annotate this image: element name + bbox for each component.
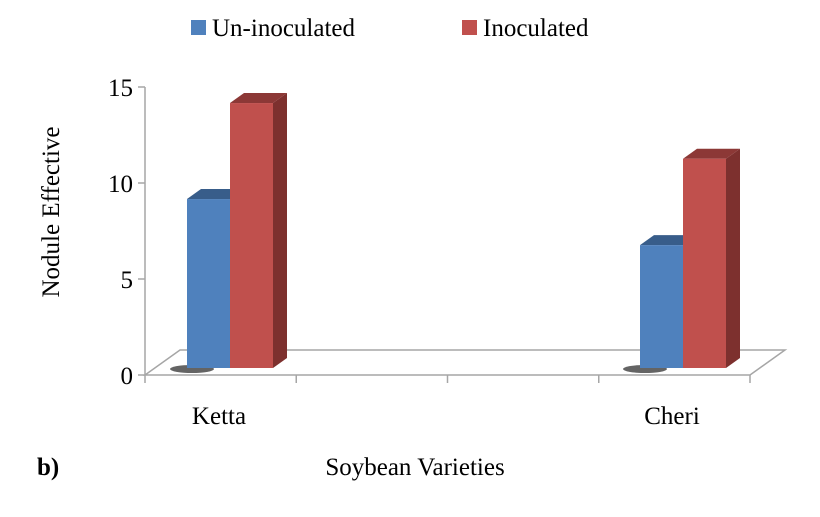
legend-swatch [191,20,206,35]
y-tick-label: 0 [121,363,134,390]
bar-top [640,235,697,246]
bar-top [187,189,244,200]
y-axis-label: Nodule Effective [38,127,65,298]
y-tick-label: 15 [108,75,133,102]
bar-un-inoculated-ketta [187,199,230,368]
y-tick-label: 5 [121,267,134,294]
bar-top [230,93,287,104]
bar-side [726,148,740,368]
x-tick-label: Cheri [644,403,700,430]
x-axis-label: Soybean Varieties [325,454,504,481]
bar-side [273,93,287,368]
x-tick-label: Ketta [192,403,246,430]
legend-label: Inoculated [483,15,589,42]
legend-label: Un-inoculated [212,15,356,42]
bar-inoculated-cheri [683,158,726,368]
bar-top [683,148,740,159]
bar-inoculated-ketta [230,103,273,368]
legend-swatch [462,20,477,35]
panel-label: b) [37,454,59,481]
y-tick-label: 10 [108,171,133,198]
bar-un-inoculated-cheri [640,245,683,368]
